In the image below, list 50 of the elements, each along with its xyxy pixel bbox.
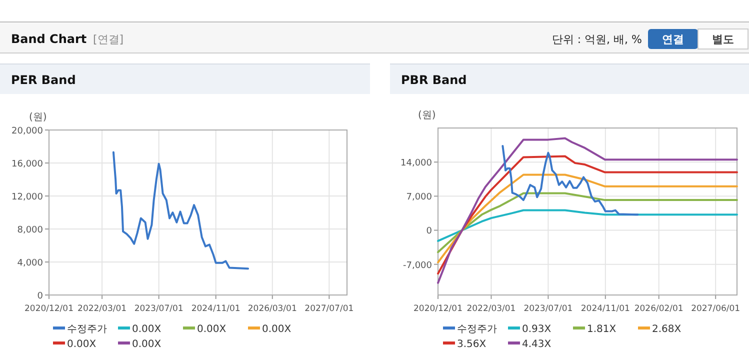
line-series xyxy=(437,174,738,264)
y-tick-label: 0 xyxy=(37,292,44,302)
y-tick-label: 0 xyxy=(426,226,432,237)
legend-label: 1.81X xyxy=(587,324,616,335)
chart-title: PER Band xyxy=(11,73,76,87)
legend-label: 수정주가 xyxy=(67,324,107,335)
legend-label: 2.68X xyxy=(652,324,682,335)
chart-title: PBR Band xyxy=(401,73,467,87)
text: 연결 xyxy=(662,33,684,46)
line-series xyxy=(437,192,738,254)
y-tick-label: 12,000 xyxy=(12,192,44,202)
text: 별도 xyxy=(712,33,734,46)
x-tick-label: 2023/07/01 xyxy=(524,304,573,314)
x-tick-label: 2026/02/01 xyxy=(634,304,684,314)
line-series xyxy=(502,145,639,216)
text: Band Chart xyxy=(11,32,87,46)
line-series xyxy=(437,155,738,275)
x-tick-label: 2022/03/01 xyxy=(78,304,127,314)
legend-label: 0.00X xyxy=(262,324,292,335)
y-tick-label: 14,000 xyxy=(400,158,432,169)
x-tick-label: 2024/11/01 xyxy=(580,304,630,314)
y-tick-label: 20,000 xyxy=(12,126,44,136)
x-tick-label: 2020/12/01 xyxy=(414,304,462,314)
line-series xyxy=(437,137,738,284)
legend-label: 0.00X xyxy=(197,324,226,335)
y-tick-label: 16,000 xyxy=(12,160,44,170)
x-tick-label: 2024/11/01 xyxy=(191,304,240,314)
y-tick-label: 7,000 xyxy=(406,192,432,203)
text: 단위 : 억원, 배, % xyxy=(552,33,642,46)
y-tick-label: 4,000 xyxy=(17,258,44,268)
y-axis-title: (원) xyxy=(418,110,436,121)
line-series xyxy=(437,209,738,242)
y-axis-title: (원) xyxy=(29,112,47,123)
text: [연결] xyxy=(93,33,124,46)
line-series xyxy=(112,151,250,270)
legend-label: 4.43X xyxy=(522,339,552,350)
x-tick-label: 2023/07/01 xyxy=(134,304,184,314)
legend-label: 0.93X xyxy=(522,324,552,335)
x-tick-label: 2022/03/01 xyxy=(466,304,516,314)
x-tick-label: 2020/12/01 xyxy=(24,304,74,314)
legend-label: 3.56X xyxy=(457,339,486,350)
x-tick-label: 2026/03/01 xyxy=(248,304,297,314)
x-tick-label: 2027/07/01 xyxy=(304,304,354,314)
legend-label: 0.00X xyxy=(67,339,96,350)
legend-label: 0.00X xyxy=(132,324,162,335)
y-tick-label: 8,000 xyxy=(17,226,44,236)
x-tick-label: 2027/06/01 xyxy=(691,304,740,314)
y-tick-label: -7,000 xyxy=(402,260,432,271)
legend-label: 0.00X xyxy=(132,339,162,350)
legend-label: 수정주가 xyxy=(457,324,497,335)
